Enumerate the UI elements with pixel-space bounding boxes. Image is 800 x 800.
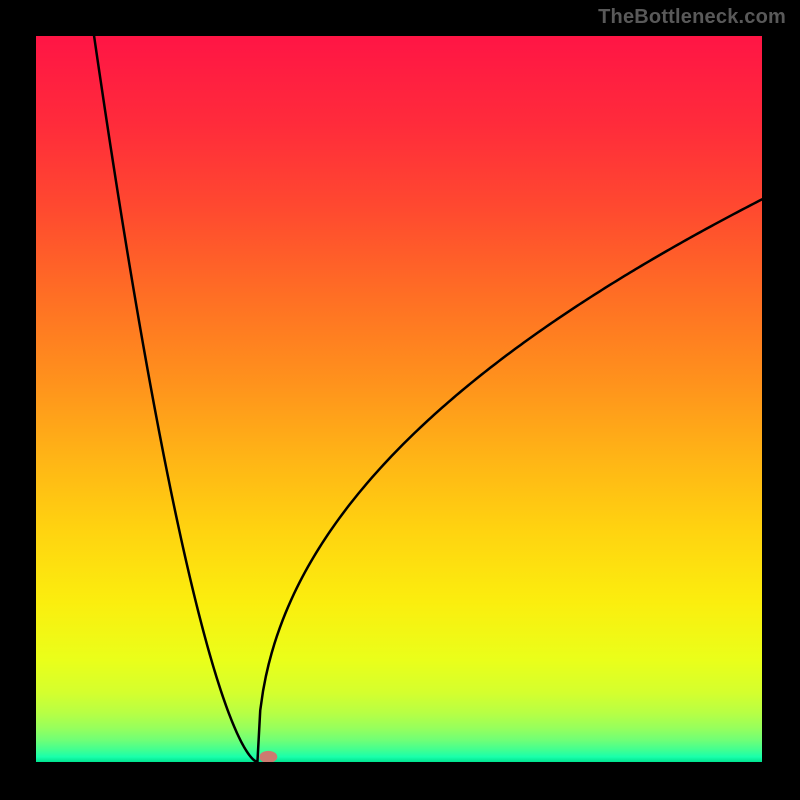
minimum-marker (259, 751, 277, 763)
plot-background (36, 36, 762, 762)
chart-container: TheBottleneck.com (0, 0, 800, 800)
bottleneck-chart (0, 0, 800, 800)
watermark-text: TheBottleneck.com (598, 6, 786, 29)
